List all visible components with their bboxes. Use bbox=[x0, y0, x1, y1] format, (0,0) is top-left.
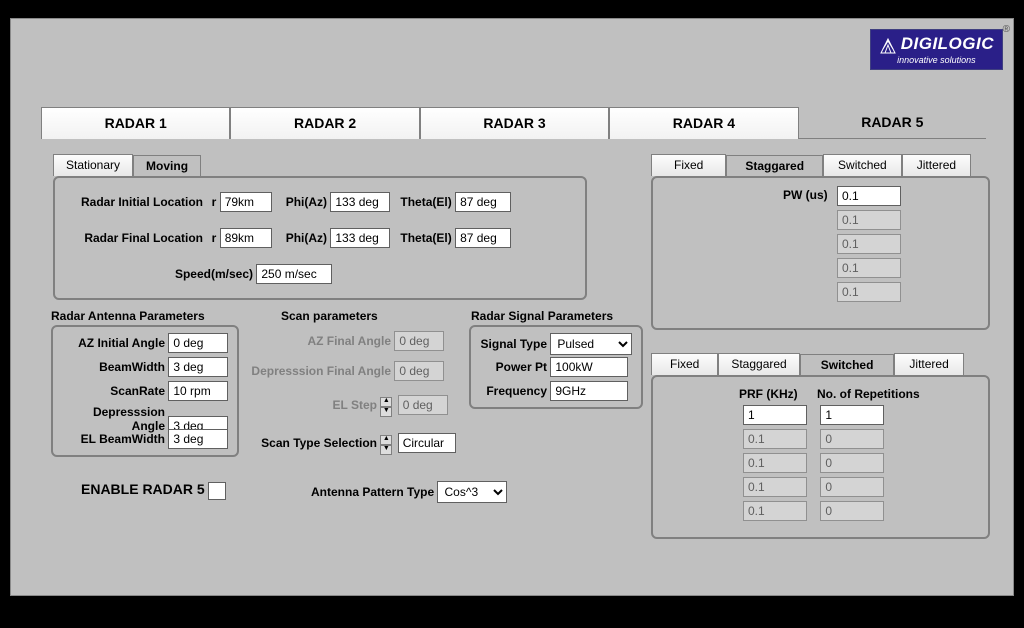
r-input-initial[interactable]: 79km bbox=[220, 192, 272, 212]
scan-type-selection-input[interactable]: Circular bbox=[398, 433, 456, 453]
pw-header: PW (us) bbox=[783, 188, 828, 202]
signal-params-title: Radar Signal Parameters bbox=[471, 309, 613, 323]
scan-params-group: AZ Final Angle 0 deg Depresssion Final A… bbox=[241, 325, 461, 475]
az-initial-angle-label: AZ Initial Angle bbox=[57, 336, 165, 350]
tab-radar-3[interactable]: RADAR 3 bbox=[420, 107, 609, 139]
location-subtabs: Stationary Moving bbox=[53, 154, 201, 176]
el-step-stepper[interactable]: ▲▼ bbox=[380, 397, 392, 415]
el-step-label: EL Step bbox=[241, 398, 377, 412]
prf-row-0-prf[interactable]: 1 bbox=[743, 405, 807, 425]
el-step-input: 0 deg bbox=[398, 395, 448, 415]
logo-icon bbox=[879, 37, 897, 55]
prf-row-2-reps: 0 bbox=[820, 453, 884, 473]
tab-radar-1[interactable]: RADAR 1 bbox=[41, 107, 230, 139]
r-label-initial: r bbox=[206, 195, 216, 209]
antenna-pattern-select[interactable]: Cos^3 bbox=[437, 481, 507, 503]
tab-radar-2[interactable]: RADAR 2 bbox=[230, 107, 419, 139]
tab-prf-staggared[interactable]: Staggared bbox=[718, 353, 799, 375]
main-panel: DIGILOGIC innovative solutions ® RADAR 1… bbox=[10, 18, 1014, 596]
tab-prf-switched[interactable]: Switched bbox=[800, 354, 895, 376]
phi-label-initial: Phi(Az) bbox=[275, 195, 327, 209]
scanrate-input[interactable]: 10 rpm bbox=[168, 381, 228, 401]
brand-tagline: innovative solutions bbox=[879, 55, 994, 65]
speed-input[interactable]: 250 m/sec bbox=[256, 264, 332, 284]
location-group: Radar Initial Location r 79km Phi(Az) 13… bbox=[53, 176, 587, 300]
prf-row-1-prf: 0.1 bbox=[743, 429, 807, 449]
frequency-label: Frequency bbox=[475, 384, 547, 398]
scanrate-label: ScanRate bbox=[57, 384, 165, 398]
tab-radar-5[interactable]: RADAR 5 bbox=[799, 107, 986, 139]
antenna-params-group: AZ Initial Angle 0 deg BeamWidth 3 deg S… bbox=[51, 325, 239, 457]
pw-row-2: 0.1 bbox=[837, 234, 901, 254]
phi-label-final: Phi(Az) bbox=[275, 231, 327, 245]
scan-type-stepper[interactable]: ▲▼ bbox=[380, 435, 392, 453]
enable-radar-row: ENABLE RADAR 5 bbox=[81, 481, 226, 500]
antenna-pattern-label: Antenna Pattern Type bbox=[311, 485, 434, 499]
theta-input-initial[interactable]: 87 deg bbox=[455, 192, 511, 212]
depression-final-angle-input: 0 deg bbox=[394, 361, 444, 381]
tab-pw-fixed[interactable]: Fixed bbox=[651, 154, 726, 176]
tab-moving[interactable]: Moving bbox=[133, 155, 201, 177]
theta-input-final[interactable]: 87 deg bbox=[455, 228, 511, 248]
radar-tabs: RADAR 1 RADAR 2 RADAR 3 RADAR 4 RADAR 5 bbox=[41, 107, 986, 139]
brand-reg: ® bbox=[1003, 24, 1010, 35]
pw-subtabs: Fixed Staggared Switched Jittered bbox=[651, 154, 971, 176]
pw-row-1: 0.1 bbox=[837, 210, 901, 230]
prf-row-3-prf: 0.1 bbox=[743, 477, 807, 497]
brand-name: DIGILOGIC bbox=[901, 34, 994, 53]
prf-row-0-reps[interactable]: 1 bbox=[820, 405, 884, 425]
theta-label-initial: Theta(El) bbox=[394, 195, 452, 209]
tab-radar-4[interactable]: RADAR 4 bbox=[609, 107, 798, 139]
el-beamwidth-input[interactable]: 3 deg bbox=[168, 429, 228, 449]
pw-row-4: 0.1 bbox=[837, 282, 901, 302]
power-pt-label: Power Pt bbox=[475, 360, 547, 374]
radar-initial-location-label: Radar Initial Location bbox=[63, 195, 203, 209]
power-pt-input[interactable]: 100kW bbox=[550, 357, 628, 377]
prf-group: PRF (KHz) No. of Repetitions 1 1 0.1 0 0… bbox=[651, 375, 990, 539]
prf-col1: PRF (KHz) bbox=[739, 387, 798, 401]
prf-row-4-reps: 0 bbox=[820, 501, 884, 521]
pw-group: PW (us) 0.1 0.1 0.1 0.1 0.1 bbox=[651, 176, 990, 330]
prf-row-4-prf: 0.1 bbox=[743, 501, 807, 521]
prf-col2: No. of Repetitions bbox=[817, 387, 920, 401]
brand-logo: DIGILOGIC innovative solutions ® bbox=[870, 29, 1003, 70]
depression-final-angle-label: Depresssion Final Angle bbox=[241, 364, 391, 378]
pw-row-3: 0.1 bbox=[837, 258, 901, 278]
tab-prf-fixed[interactable]: Fixed bbox=[651, 353, 718, 375]
signal-type-select[interactable]: Pulsed bbox=[550, 333, 632, 355]
beamwidth-label: BeamWidth bbox=[57, 360, 165, 374]
radar-final-location-label: Radar Final Location bbox=[63, 231, 203, 245]
frequency-input[interactable]: 9GHz bbox=[550, 381, 628, 401]
enable-radar-checkbox[interactable] bbox=[208, 482, 226, 500]
r-input-final[interactable]: 89km bbox=[220, 228, 272, 248]
az-final-angle-label: AZ Final Angle bbox=[241, 334, 391, 348]
scan-params-title: Scan parameters bbox=[281, 309, 378, 323]
signal-params-group: Signal Type Pulsed Power Pt 100kW Freque… bbox=[469, 325, 643, 409]
prf-row-2-prf: 0.1 bbox=[743, 453, 807, 473]
tab-stationary[interactable]: Stationary bbox=[53, 154, 133, 176]
antenna-pattern-row: Antenna Pattern Type Cos^3 bbox=[311, 481, 507, 503]
prf-row-1-reps: 0 bbox=[820, 429, 884, 449]
tab-pw-staggared[interactable]: Staggared bbox=[726, 155, 823, 177]
beamwidth-input[interactable]: 3 deg bbox=[168, 357, 228, 377]
signal-type-label: Signal Type bbox=[475, 337, 547, 351]
phi-input-initial[interactable]: 133 deg bbox=[330, 192, 390, 212]
tab-prf-jittered[interactable]: Jittered bbox=[894, 353, 963, 375]
r-label-final: r bbox=[206, 231, 216, 245]
az-final-angle-input: 0 deg bbox=[394, 331, 444, 351]
tab-pw-jittered[interactable]: Jittered bbox=[902, 154, 971, 176]
az-initial-angle-input[interactable]: 0 deg bbox=[168, 333, 228, 353]
prf-subtabs: Fixed Staggared Switched Jittered bbox=[651, 353, 964, 375]
prf-row-3-reps: 0 bbox=[820, 477, 884, 497]
scan-type-selection-label: Scan Type Selection bbox=[241, 436, 377, 450]
speed-label: Speed(m/sec) bbox=[63, 267, 253, 281]
enable-radar-label: ENABLE RADAR 5 bbox=[81, 481, 205, 497]
phi-input-final[interactable]: 133 deg bbox=[330, 228, 390, 248]
antenna-params-title: Radar Antenna Parameters bbox=[51, 309, 205, 323]
el-beamwidth-label: EL BeamWidth bbox=[57, 432, 165, 446]
pw-row-0[interactable]: 0.1 bbox=[837, 186, 901, 206]
tab-pw-switched[interactable]: Switched bbox=[823, 154, 902, 176]
theta-label-final: Theta(El) bbox=[394, 231, 452, 245]
